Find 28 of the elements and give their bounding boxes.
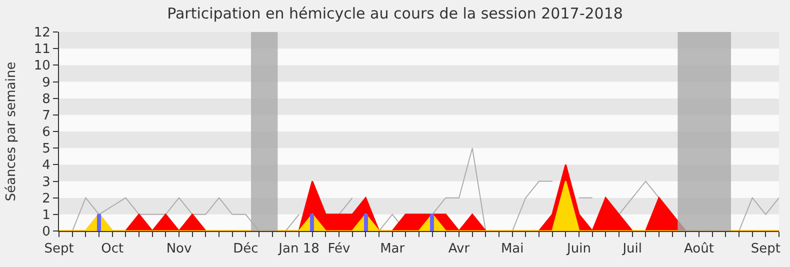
x-tick-label: Juin [566,242,591,257]
y-tick-label: 3 [42,174,50,190]
x-tick-label: Déc [233,242,258,257]
y-tick-label: 10 [34,58,50,74]
y-tick-label: 11 [34,42,50,58]
x-tick-label: Mai [500,242,524,257]
x-tick-label: Jan 18 [278,242,320,257]
y-tick-label: 6 [42,125,50,140]
y-tick-label: 1 [42,208,50,223]
x-tick-label: Fév [328,242,351,257]
y-tick-label: 7 [42,108,50,124]
x-tick-label: Mar [380,242,406,257]
chart-title: Participation en hémicycle au cours de la session 2017-2018 [167,4,623,23]
y-axis-title: Séances par semaine [4,62,19,202]
x-tick-label: Nov [166,242,192,257]
x-tick-label: Août [684,242,714,257]
x-tick-label: Sept [750,242,780,257]
y-tick-label: 12 [34,26,50,41]
y-tick-label: 0 [42,224,50,240]
x-tick-label: Oct [101,242,124,257]
y-tick-label: 4 [42,158,50,174]
y-tick-label: 8 [42,92,50,107]
y-tick-label: 9 [42,75,50,90]
x-tick-label: Juil [622,242,642,257]
y-tick-label: 5 [42,142,50,157]
y-tick-label: 2 [42,191,50,206]
x-tick-label: Sept [44,242,74,257]
x-tick-label: Avr [448,242,470,257]
